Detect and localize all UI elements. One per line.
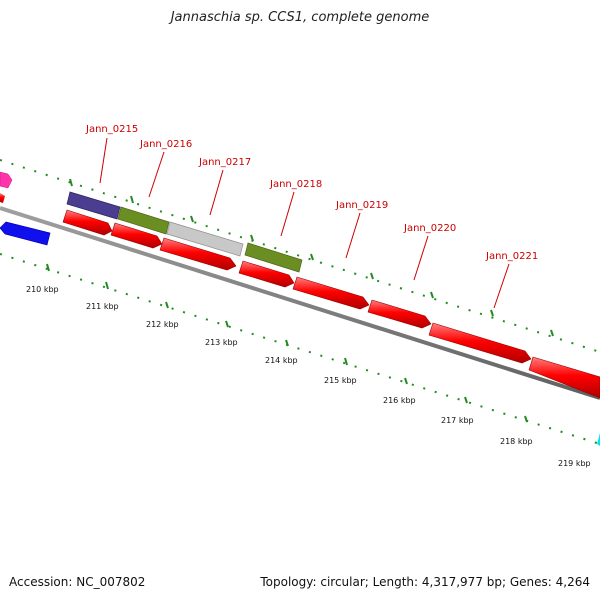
tick-label: 216 kbp: [383, 396, 416, 405]
tick-label: 217 kbp: [441, 416, 474, 425]
gene-label: Jann_0217: [198, 157, 251, 168]
tick-label: 214 kbp: [265, 356, 298, 365]
cds-arrow: [528, 356, 600, 399]
tick-label: 211 kbp: [86, 302, 119, 311]
genome-stats-text: Topology: circular; Length: 4,317,977 bp…: [260, 575, 590, 589]
gene-labels: Jann_0215 Jann_0216 Jann_0217 Jann_0218 …: [85, 124, 538, 262]
cds-arrow: [62, 209, 113, 236]
gene-label: Jann_0215: [85, 124, 138, 135]
olive-feature-2: [244, 242, 303, 273]
olive-feature: [117, 206, 170, 235]
scale-ticks: [46, 263, 528, 423]
sequence-backbone: [0, 206, 600, 400]
scale-labels: 210 kbp 211 kbp 212 kbp 213 kbp 214 kbp …: [26, 285, 591, 468]
tick-label: 212 kbp: [146, 320, 179, 329]
tick-label: 219 kbp: [558, 459, 591, 468]
cds-arrow: [159, 237, 237, 271]
purple-feature: [66, 191, 121, 220]
pink-feature: [0, 171, 13, 189]
cds-arrows: [62, 209, 600, 399]
accession-text: Accession: NC_007802: [9, 575, 146, 589]
map-title: Jannaschia sp. CCS1, complete genome: [170, 10, 430, 25]
grey-feature: [166, 221, 244, 257]
label-leaders: [99, 137, 510, 309]
gene-label: Jann_0219: [335, 200, 388, 211]
tick-label: 215 kbp: [324, 376, 357, 385]
cds-arrow: [428, 322, 532, 364]
outer-ticks: [69, 178, 554, 337]
tick-label: 213 kbp: [205, 338, 238, 347]
cds-arrow: [238, 260, 295, 288]
gene-label: Jann_0218: [269, 179, 322, 190]
cds-arrow: [110, 222, 163, 249]
gene-label: Jann_0216: [139, 139, 192, 150]
cyan-feature: [597, 433, 600, 446]
red-partial-arrow: [0, 193, 5, 203]
tick-label: 210 kbp: [26, 285, 59, 294]
blue-rna-arrow: [0, 221, 51, 246]
gene-label: Jann_0221: [485, 251, 538, 262]
cds-arrow: [292, 276, 370, 310]
gene-label: Jann_0220: [403, 223, 456, 234]
cds-arrow: [367, 299, 432, 329]
tick-label: 218 kbp: [500, 437, 533, 446]
